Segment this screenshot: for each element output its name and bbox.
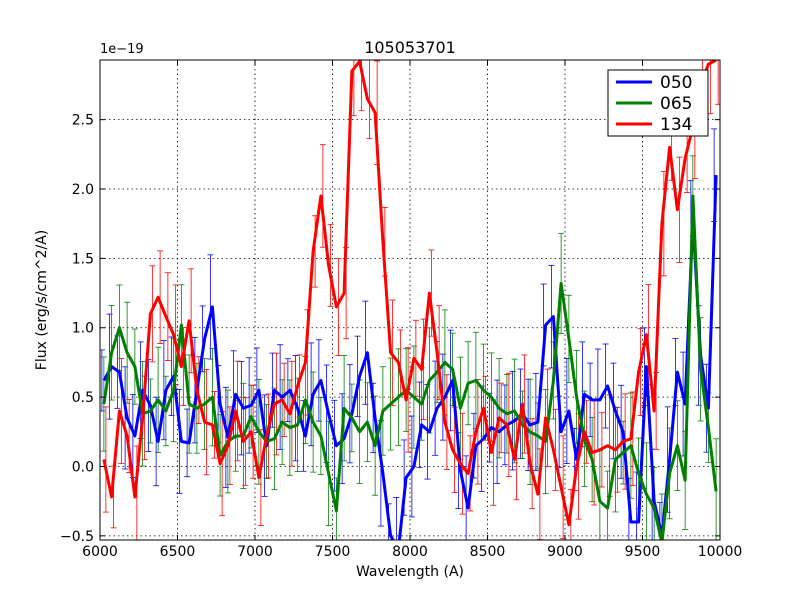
x-tick-label: 8500	[470, 544, 506, 560]
y-tick-label: −0.5	[60, 529, 94, 545]
x-tick-label: 6500	[160, 544, 196, 560]
x-tick-label: 10000	[698, 544, 743, 560]
legend-label-050: 050	[660, 73, 692, 93]
x-tick-label: 9000	[547, 544, 583, 560]
chart-title: 105053701	[364, 38, 456, 57]
y-tick-label: 2.5	[72, 113, 94, 129]
x-tick-label: 7500	[315, 544, 351, 560]
y-tick-label: 0.0	[72, 459, 94, 475]
y-offset-label: 1e−19	[100, 42, 144, 57]
x-tick-label: 7000	[237, 544, 273, 560]
legend-label-065: 065	[660, 94, 692, 114]
x-tick-label: 6000	[82, 544, 118, 560]
x-tick-label: 8000	[392, 544, 428, 560]
y-tick-label: 1.0	[72, 321, 94, 337]
legend-label-134: 134	[660, 115, 692, 135]
y-tick-label: 0.5	[72, 390, 94, 406]
y-tick-label: 2.0	[72, 182, 94, 198]
x-axis-label: Wavelength (A)	[356, 564, 464, 580]
x-tick-label: 9500	[625, 544, 661, 560]
y-tick-label: 1.5	[72, 251, 94, 267]
y-axis-label: Flux (erg/s/cm^2/A)	[34, 230, 50, 370]
